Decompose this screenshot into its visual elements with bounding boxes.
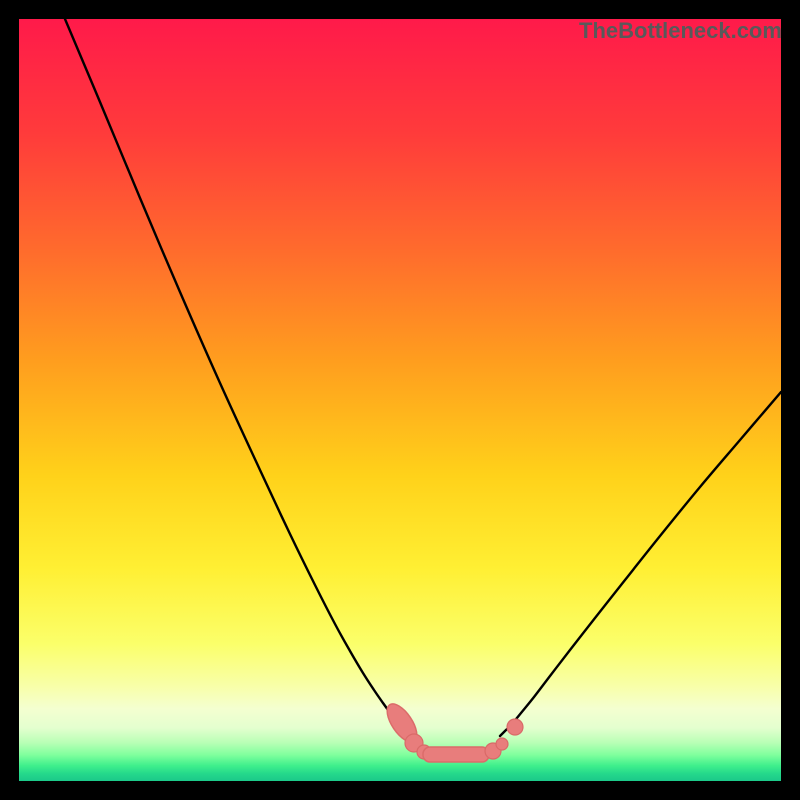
- chart-root: TheBottleneck.com: [0, 0, 800, 800]
- node-dot: [496, 738, 508, 750]
- gradient-background: [19, 19, 781, 781]
- curve-cap-right: [507, 719, 523, 735]
- watermark-text: TheBottleneck.com: [579, 18, 782, 44]
- node-pill: [423, 747, 489, 762]
- chart-canvas: [0, 0, 800, 800]
